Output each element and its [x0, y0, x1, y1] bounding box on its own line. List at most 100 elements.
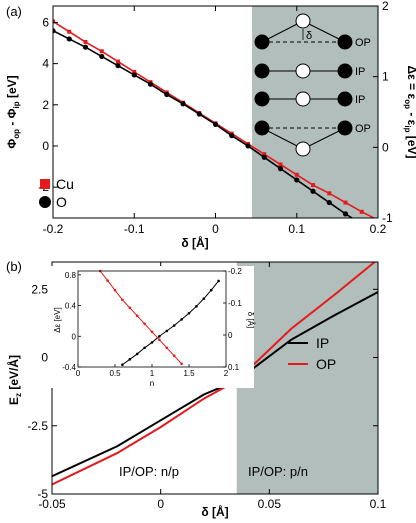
x-tick-label: -0.2: [43, 222, 64, 236]
series-cu-point: [67, 29, 72, 34]
series-o-point: [326, 199, 332, 206]
panel-a-label: (a): [6, 4, 22, 19]
inset-series-point: [121, 363, 124, 366]
series-o-point: [212, 121, 219, 127]
orbital-diagram-cu-atom: [337, 63, 353, 79]
y-tick-label: 0: [42, 139, 49, 153]
series-o-point: [164, 91, 170, 98]
orbital-diagram-label-ip-2: IP: [355, 94, 365, 106]
inset-series-point: [165, 329, 169, 333]
y-right-tick-label: 2: [382, 0, 389, 13]
series-o-point: [115, 63, 121, 69]
inset-series-line: [99, 270, 182, 365]
inset-series-point: [195, 305, 198, 308]
inset-series-point: [158, 338, 161, 342]
series-cu-point: [327, 191, 332, 196]
inset-x-tick-label: 2: [224, 369, 229, 378]
series-o-point: [82, 44, 89, 50]
series-op-line: [52, 262, 377, 486]
inset-xlabel: n: [150, 379, 154, 388]
series-cu-point: [294, 172, 299, 177]
y-tick-label: 2.5: [31, 282, 48, 296]
inset-series-point: [209, 288, 213, 292]
orbital-diagram: [254, 13, 353, 157]
legend-o-marker: [39, 196, 51, 208]
series-o-point: [310, 188, 316, 194]
orbital-diagram-cu-atom: [254, 120, 270, 136]
panel-a-ylabel-right: Δε = εop - εip [eV]: [403, 66, 416, 159]
inset-series-point: [128, 306, 132, 310]
inset-y-tick-label: 0.4: [65, 302, 77, 311]
orbital-diagram-cu-atom: [337, 91, 353, 107]
panel-a-xlabel: δ [Å]: [181, 235, 208, 250]
panel-b-legend: IP OP: [288, 335, 336, 372]
inset-frame: [77, 270, 227, 368]
series-cu-point: [99, 49, 104, 54]
orbital-diagram-o-atom: [295, 63, 311, 79]
inset-series-point: [165, 346, 169, 350]
inset-series-point: [187, 311, 191, 315]
inset-x-tick-label: 1.5: [183, 369, 195, 378]
orbital-diagram-label-ip-1: IP: [355, 66, 365, 78]
series-cu-point: [343, 200, 348, 205]
series-o-point: [342, 211, 349, 217]
inset-series-point: [172, 324, 176, 327]
panel-a-marks: [53, 19, 376, 227]
series-o-point: [180, 101, 186, 107]
y-right-tick-label: 0: [382, 140, 389, 154]
y-tick-label: -2.5: [27, 419, 48, 433]
inset-series-point: [158, 334, 161, 338]
y-right-tick-label: -1: [382, 211, 393, 225]
inset-series-point: [150, 330, 154, 334]
series-cu-point: [359, 209, 364, 214]
inset-series-point: [180, 318, 183, 321]
inset-series-point: [172, 354, 176, 358]
inset-series-point: [113, 288, 117, 292]
x-tick-label: 0: [212, 222, 219, 236]
panel-b-ylabel: Ez [eV/Å]: [6, 355, 23, 405]
orbital-diagram-o-atom: [295, 13, 311, 29]
orbital-diagram-o-atom: [295, 91, 311, 107]
inset-y-right-tick-label: -0.2: [228, 267, 242, 276]
panel-a-ylabel-left: Φop - Φip [eV]: [5, 75, 21, 148]
legend-cu-label: Cu: [56, 176, 74, 192]
inset-series-point: [143, 322, 146, 326]
series-o-point: [131, 72, 137, 78]
orbital-diagram-cu-atom: [337, 120, 353, 136]
y-right-tick-label: 1: [382, 70, 389, 84]
series-o-point: [359, 222, 364, 227]
series-o-point: [99, 53, 105, 60]
inset-y-tick-label: 0: [72, 332, 77, 341]
panel-b-label: (b): [6, 259, 22, 274]
series-cu-point: [53, 19, 55, 24]
y-tick-label: 6: [42, 15, 49, 29]
region-label-np: IP/OP: n/p: [119, 464, 179, 479]
region-label-pn: IP/OP: p/n: [248, 464, 308, 479]
inset-series-point: [150, 341, 154, 344]
inset-ylabel-left: Δε [eV]: [53, 307, 62, 332]
inset-ylabel-right: δ [Å]: [246, 312, 255, 328]
y-tick-label: 2: [42, 98, 49, 112]
series-cu-point: [278, 162, 283, 167]
inset-y-tick-label: -0.4: [62, 363, 76, 372]
legend-cu-marker: [40, 179, 50, 189]
inset-series-point: [180, 362, 183, 366]
inset-series-point: [106, 279, 109, 282]
inset-series-point: [121, 298, 124, 302]
series-o-point: [53, 28, 56, 34]
y-tick-label: 4: [42, 57, 49, 71]
series-o-point: [147, 81, 154, 87]
panel-b-xlabel: δ [Å]: [201, 504, 228, 519]
series-cu-point: [116, 59, 120, 64]
orbital-diagram-o-atom: [295, 141, 311, 157]
inset-y-right-tick-label: 0: [228, 331, 233, 340]
series-cu-point: [83, 40, 88, 45]
orbital-diagram-cu-atom: [254, 34, 270, 50]
inset-series-point: [135, 314, 139, 318]
panel-a-legend: Cu O: [39, 176, 74, 210]
panel-a-frame: [52, 5, 379, 219]
series-cu-point: [311, 183, 315, 188]
